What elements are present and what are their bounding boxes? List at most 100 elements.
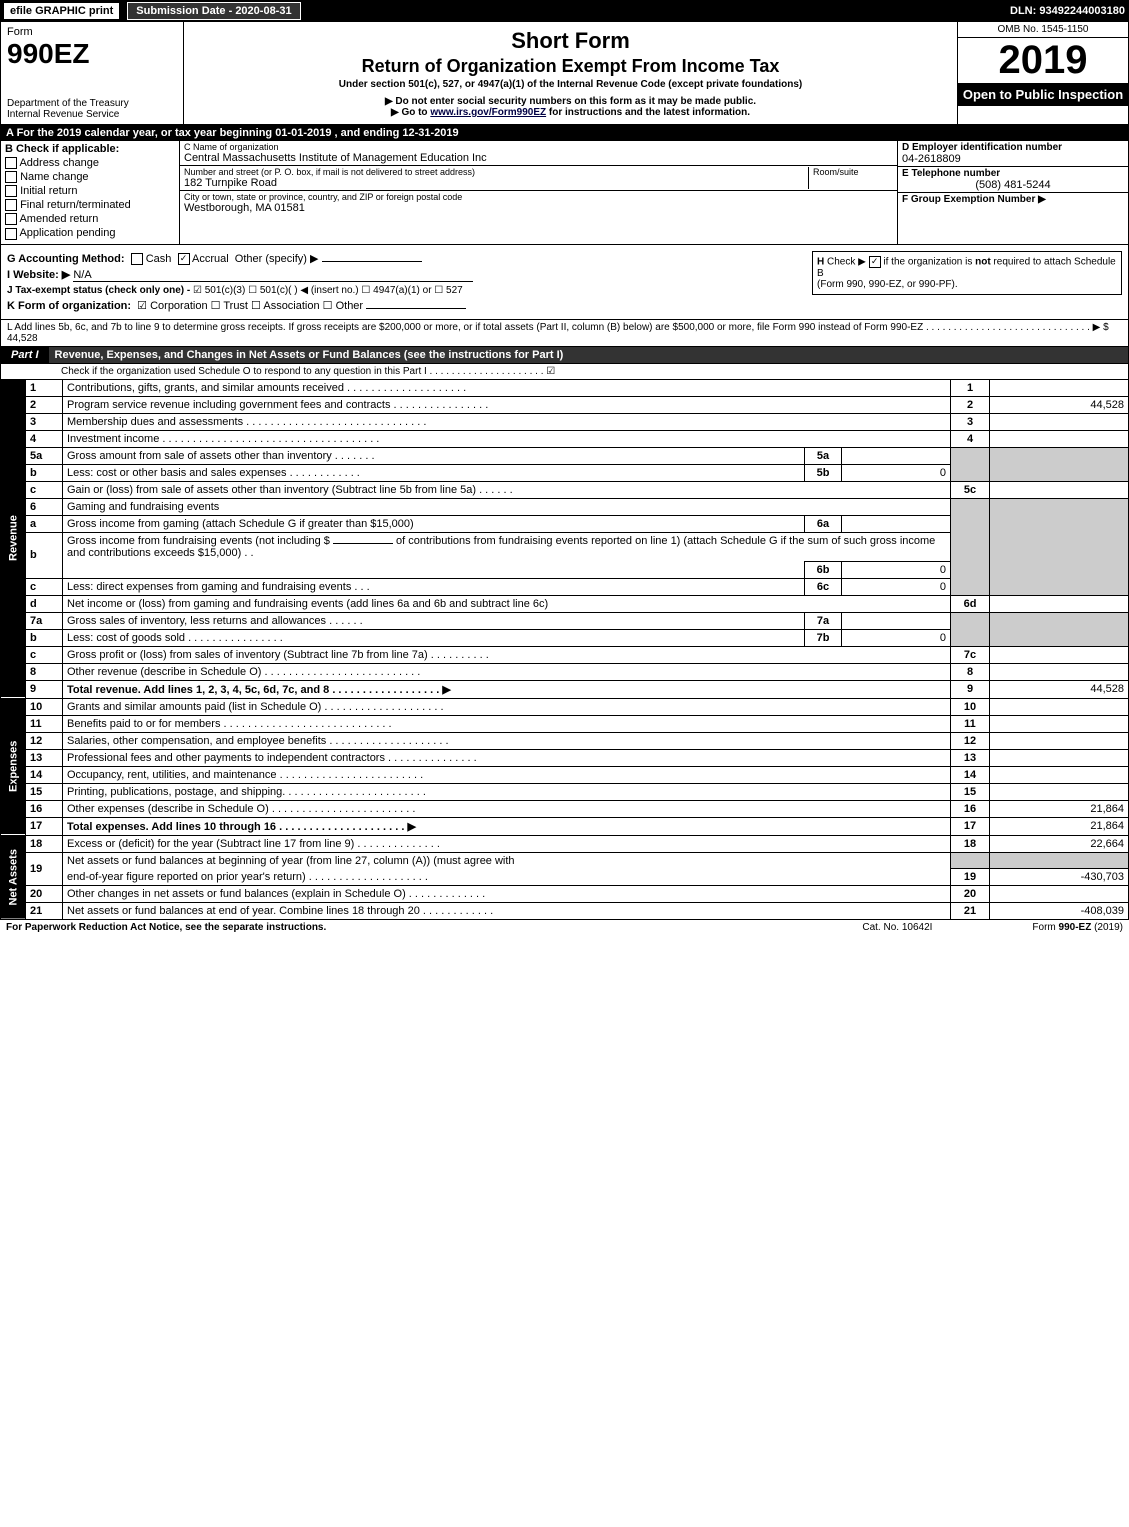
c-addr-label: Number and street (or P. O. box, if mail… — [184, 167, 808, 177]
header-center: Short Form Return of Organization Exempt… — [184, 22, 957, 124]
line-20-desc: Other changes in net assets or fund bala… — [63, 886, 951, 903]
check-name-change[interactable]: Name change — [5, 171, 175, 183]
table-row: 3Membership dues and assessments . . . .… — [1, 413, 1129, 430]
table-row: 15Printing, publications, postage, and s… — [1, 783, 1129, 800]
org-name: Central Massachusetts Institute of Manag… — [184, 152, 893, 164]
k-options[interactable]: ☑ Corporation ☐ Trust ☐ Association ☐ Ot… — [137, 300, 363, 312]
part1-label: Part I — [1, 347, 49, 363]
part1-table: Revenue 1Contributions, gifts, grants, a… — [0, 379, 1129, 921]
line-2-desc: Program service revenue including govern… — [63, 396, 951, 413]
line-13-desc: Professional fees and other payments to … — [63, 749, 951, 766]
table-row: 14Occupancy, rent, utilities, and mainte… — [1, 766, 1129, 783]
line-16-val: 21,864 — [990, 800, 1129, 817]
tel-label: E Telephone number — [902, 168, 1124, 179]
check-h[interactable]: ✓ — [869, 256, 881, 268]
table-row: cGain or (loss) from sale of assets othe… — [1, 481, 1129, 498]
line-12-desc: Salaries, other compensation, and employ… — [63, 732, 951, 749]
line-3-val — [990, 413, 1129, 430]
row-l-gross-receipts: L Add lines 5b, 6c, and 7b to line 9 to … — [0, 320, 1129, 346]
side-expenses: Expenses — [1, 698, 26, 835]
line-6d-desc: Net income or (loss) from gaming and fun… — [63, 595, 951, 612]
sub-ssn-notice: ▶ Do not enter social security numbers o… — [192, 96, 949, 107]
table-row: cGross profit or (loss) from sales of in… — [1, 646, 1129, 663]
g-label: G Accounting Method: — [7, 253, 125, 265]
j-label: J Tax-exempt status (check only one) - — [7, 285, 190, 296]
line-6a-desc: Gross income from gaming (attach Schedul… — [63, 515, 805, 532]
line-15-val — [990, 783, 1129, 800]
h-text1: H Check ▶ ✓ if the organization is not r… — [817, 256, 1117, 279]
table-row: Revenue 1Contributions, gifts, grants, a… — [1, 379, 1129, 396]
k-other-input[interactable] — [366, 308, 466, 309]
check-initial-return[interactable]: Initial return — [5, 185, 175, 197]
h-box: H Check ▶ ✓ if the organization is not r… — [812, 251, 1122, 295]
line-8-val — [990, 663, 1129, 680]
check-accrual[interactable]: ✓ — [178, 253, 190, 265]
efile-print-button[interactable]: efile GRAPHIC print — [4, 3, 119, 19]
c-name-label: C Name of organization — [184, 142, 893, 152]
line-5c-desc: Gain or (loss) from sale of assets other… — [63, 481, 951, 498]
check-final-return[interactable]: Final return/terminated — [5, 199, 175, 211]
check-address-change-label: Address change — [19, 157, 99, 169]
open-to-public: Open to Public Inspection — [958, 83, 1128, 106]
col-b-checkboxes: B Check if applicable: Address change Na… — [1, 141, 180, 244]
line-6b-desc: Gross income from fundraising events (no… — [63, 532, 951, 561]
check-amended-return-label: Amended return — [19, 213, 98, 225]
line-6b-pre: Gross income from fundraising events (no… — [67, 535, 333, 547]
line-8-desc: Other revenue (describe in Schedule O) .… — [63, 663, 951, 680]
form-number: 990EZ — [7, 38, 177, 70]
footer-form: Form 990-EZ (2019) — [1032, 922, 1123, 933]
ein-value: 04-2618809 — [902, 153, 1124, 165]
table-row: 8Other revenue (describe in Schedule O) … — [1, 663, 1129, 680]
check-application-pending[interactable]: Application pending — [5, 227, 175, 239]
line-4-desc: Investment income . . . . . . . . . . . … — [63, 430, 951, 447]
j-options[interactable]: ☑ 501(c)(3) ☐ 501(c)( ) ◀ (insert no.) ☐… — [193, 285, 463, 296]
check-cash[interactable] — [131, 253, 143, 265]
b-title: B Check if applicable: — [5, 143, 175, 155]
line-1-val — [990, 379, 1129, 396]
table-row: 2Program service revenue including gover… — [1, 396, 1129, 413]
line-14-desc: Occupancy, rent, utilities, and maintena… — [63, 766, 951, 783]
table-row: 16Other expenses (describe in Schedule O… — [1, 800, 1129, 817]
ein-label: D Employer identification number — [902, 142, 1124, 153]
line-5a-val — [842, 447, 951, 464]
line-5c-val — [990, 481, 1129, 498]
line-14-val — [990, 766, 1129, 783]
c-city-label: City or town, state or province, country… — [184, 192, 893, 202]
table-row: Net Assets 18Excess or (deficit) for the… — [1, 835, 1129, 852]
line-3-desc: Membership dues and assessments . . . . … — [63, 413, 951, 430]
check-address-change[interactable]: Address change — [5, 157, 175, 169]
line-5b-desc: Less: cost or other basis and sales expe… — [63, 464, 805, 481]
line-2-val: 44,528 — [990, 396, 1129, 413]
table-row: 17Total expenses. Add lines 10 through 1… — [1, 817, 1129, 835]
table-row: 4Investment income . . . . . . . . . . .… — [1, 430, 1129, 447]
check-initial-return-label: Initial return — [20, 185, 77, 197]
line-6c-desc: Less: direct expenses from gaming and fu… — [63, 578, 805, 595]
form-label: Form — [7, 26, 177, 38]
line-9-desc: Total revenue. Add lines 1, 2, 3, 4, 5c,… — [63, 680, 951, 698]
header-left: Form 990EZ Department of the Treasury In… — [1, 22, 184, 124]
table-row: 5aGross amount from sale of assets other… — [1, 447, 1129, 464]
tel-value: (508) 481-5244 — [902, 179, 1124, 191]
room-suite-label: Room/suite — [813, 167, 893, 177]
line-7a-desc: Gross sales of inventory, less returns a… — [63, 612, 805, 629]
row-k-form-org: K Form of organization: ☑ Corporation ☐ … — [7, 299, 1122, 312]
line-6b-val: 0 — [842, 561, 951, 578]
h-text2: (Form 990, 990-EZ, or 990-PF). — [817, 279, 1117, 290]
i-label: I Website: ▶ — [7, 269, 70, 281]
line-18-desc: Excess or (deficit) for the year (Subtra… — [63, 835, 951, 852]
table-row: dNet income or (loss) from gaming and fu… — [1, 595, 1129, 612]
side-revenue: Revenue — [1, 379, 26, 698]
line-6b-blank[interactable] — [333, 543, 393, 544]
table-row: 13Professional fees and other payments t… — [1, 749, 1129, 766]
table-row: 19Net assets or fund balances at beginni… — [1, 852, 1129, 869]
irs-link[interactable]: www.irs.gov/Form990EZ — [430, 107, 546, 118]
check-amended-return[interactable]: Amended return — [5, 213, 175, 225]
g-other-input[interactable] — [322, 261, 422, 262]
dln: DLN: 93492244003180 — [1010, 5, 1125, 17]
dept-treasury: Department of the Treasury — [7, 98, 177, 109]
org-city: Westborough, MA 01581 — [184, 202, 893, 214]
line-7a-val — [842, 612, 951, 629]
table-row: 20Other changes in net assets or fund ba… — [1, 886, 1129, 903]
line-11-desc: Benefits paid to or for members . . . . … — [63, 715, 951, 732]
g-cash: Cash — [146, 253, 172, 265]
